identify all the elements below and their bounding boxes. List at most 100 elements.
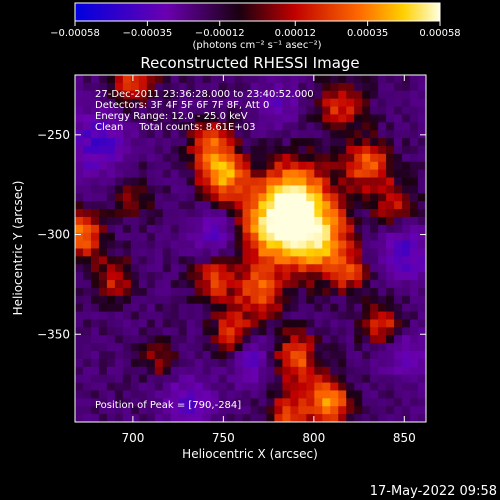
heatmap-cell	[258, 248, 268, 257]
heatmap-cell	[410, 145, 419, 155]
heatmap-cell	[250, 232, 260, 242]
heatmap-cell	[234, 90, 244, 100]
heatmap-cell	[362, 358, 371, 368]
heatmap-cell	[242, 98, 252, 108]
heatmap-cell	[98, 374, 108, 384]
heatmap-cell	[346, 75, 355, 84]
heatmap-cell	[122, 169, 132, 179]
heatmap-cell	[106, 374, 116, 384]
heatmap-cell	[410, 406, 419, 415]
heatmap-cell	[258, 358, 268, 368]
heatmap-cell	[130, 374, 140, 384]
heatmap-cell	[394, 209, 403, 218]
heatmap-cell	[394, 114, 403, 123]
heatmap-cell	[418, 248, 426, 257]
heatmap-cell	[290, 351, 299, 360]
heatmap-cell	[154, 382, 164, 392]
heatmap-cell	[178, 358, 188, 368]
heatmap-cell	[98, 177, 108, 187]
heatmap-cell	[394, 390, 403, 399]
heatmap-cell	[330, 311, 339, 321]
heatmap-cell	[210, 414, 220, 422]
heatmap-cell	[250, 374, 260, 384]
heatmap-cell	[202, 319, 212, 328]
heatmap-cell	[178, 406, 188, 415]
heatmap-cell	[146, 382, 156, 392]
heatmap-cell	[146, 177, 156, 187]
heatmap-cell	[410, 390, 419, 399]
heatmap-cell	[274, 193, 284, 202]
heatmap-cell	[130, 138, 140, 147]
heatmap-cell	[386, 98, 395, 108]
heatmap-cell	[402, 201, 411, 210]
heatmap-cell	[250, 122, 260, 131]
annotations: 27-Dec-2011 23:36:28.000 to 23:40:52.000…	[95, 89, 314, 411]
heatmap-cell	[75, 366, 84, 376]
heatmap-cell	[130, 303, 140, 313]
heatmap-cell	[90, 209, 100, 218]
heatmap-cell	[226, 224, 236, 234]
heatmap-cell	[90, 98, 100, 108]
heatmap-cell	[410, 351, 419, 360]
heatmap-cell	[146, 303, 156, 313]
heatmap-cell	[170, 106, 180, 116]
heatmap-cell	[346, 264, 355, 273]
heatmap-cell	[402, 224, 411, 234]
heatmap-cell	[138, 185, 148, 194]
heatmap-cell	[98, 319, 108, 328]
heatmap-cell	[314, 82, 323, 92]
heatmap-cell	[75, 311, 84, 321]
heatmap-cell	[298, 130, 307, 139]
heatmap-cell	[314, 232, 323, 242]
heatmap-cell	[330, 343, 339, 352]
heatmap-cell	[370, 303, 379, 313]
heatmap-cell	[194, 130, 204, 139]
heatmap-cell	[130, 145, 140, 155]
heatmap-cell	[394, 75, 403, 84]
heatmap-cell	[186, 153, 196, 163]
heatmap-cell	[234, 390, 244, 399]
heatmap-cell	[402, 145, 411, 155]
heatmap-cell	[418, 232, 426, 242]
heatmap-cell	[218, 398, 228, 407]
heatmap-cell	[394, 216, 403, 226]
heatmap-cell	[154, 343, 164, 352]
heatmap-cell	[274, 169, 284, 179]
heatmap-cell	[178, 130, 188, 139]
heatmap-cell	[282, 351, 291, 360]
heatmap-cell	[130, 209, 140, 218]
heatmap-cell	[394, 201, 403, 210]
heatmap-cell	[330, 319, 339, 328]
heatmap-cell	[306, 366, 315, 376]
heatmap-cell	[402, 122, 411, 131]
heatmap-cell	[234, 216, 244, 226]
heatmap-cell	[402, 98, 411, 108]
heatmap-cell	[194, 122, 204, 131]
heatmap-cell	[162, 201, 172, 210]
heatmap-cell	[234, 201, 244, 210]
heatmap-cell	[202, 295, 212, 305]
heatmap-cell	[226, 82, 236, 92]
heatmap-cell	[106, 287, 116, 297]
heatmap-cell	[250, 106, 260, 116]
heatmap-cell	[370, 106, 379, 116]
heatmap-cell	[98, 138, 108, 147]
heatmap-cell	[202, 248, 212, 257]
x-tick-label: 750	[212, 431, 235, 445]
heatmap-cell	[306, 232, 315, 242]
heatmap-cell	[290, 272, 299, 281]
heatmap-cell	[370, 169, 379, 179]
heatmap-cell	[370, 398, 379, 407]
heatmap-cell	[266, 327, 276, 336]
heatmap-cell	[386, 406, 395, 415]
heatmap-cell	[250, 209, 260, 218]
heatmap-cell	[322, 185, 331, 194]
heatmap-cell	[98, 335, 108, 344]
heatmap-cell	[194, 390, 204, 399]
heatmap-cell	[250, 90, 260, 100]
heatmap-cell	[218, 406, 228, 415]
heatmap-cell	[186, 335, 196, 344]
heatmap-cell	[218, 303, 228, 313]
heatmap-cell	[378, 122, 387, 131]
heatmap-cell	[178, 201, 188, 210]
